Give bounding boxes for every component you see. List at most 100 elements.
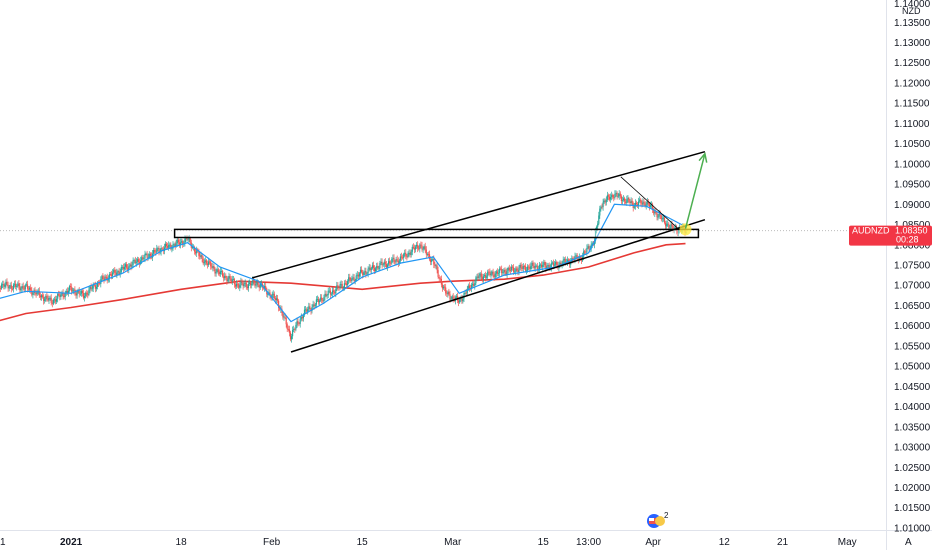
candle-body (350, 279, 351, 281)
candle-body (293, 329, 294, 330)
candle-body (314, 304, 315, 306)
candle-body (81, 291, 82, 294)
candle-body (8, 285, 9, 289)
candle-body (588, 246, 589, 249)
candle-body (25, 285, 26, 289)
candle-body (238, 284, 239, 287)
candle-body (391, 259, 392, 263)
candle-body (153, 250, 154, 254)
candle-body (145, 254, 146, 255)
candle-body (234, 279, 235, 284)
candle-body (379, 263, 380, 268)
candle-body (434, 264, 435, 266)
candle-body (524, 266, 525, 267)
candle-body (181, 241, 182, 242)
candle-body (412, 247, 413, 252)
candle-body (541, 265, 542, 268)
candle-body (491, 272, 492, 274)
candle-body (222, 271, 223, 276)
candle-body (131, 265, 132, 266)
candle-body (649, 204, 650, 207)
candle-body (458, 301, 459, 303)
candle-body (451, 299, 452, 300)
candle-body (231, 279, 232, 282)
candle-body (615, 193, 616, 194)
candle-body (168, 245, 169, 248)
candle-body (225, 276, 226, 278)
candle-body (9, 287, 10, 289)
candle-body (513, 268, 514, 272)
candle-body (209, 262, 210, 263)
candle-body (137, 259, 138, 262)
candle-body (59, 295, 60, 297)
candle-body (288, 329, 289, 330)
y-tick-label: 1.09500 (894, 180, 931, 191)
candle-body (210, 262, 211, 267)
candle-body (449, 294, 450, 299)
candle-body (359, 273, 360, 276)
candle-body (64, 296, 65, 297)
candle-body (6, 282, 7, 285)
candle-body (606, 200, 607, 203)
candle-body (327, 295, 328, 296)
candle-body (634, 206, 635, 208)
candle-body (344, 283, 345, 287)
candle-body (285, 317, 286, 318)
candle-body (619, 194, 620, 197)
candle-body (206, 260, 207, 263)
candle-body (481, 274, 482, 278)
x-tick-label: 15 (357, 537, 369, 548)
candle-body (419, 245, 420, 250)
candle-body (133, 260, 134, 265)
candle-body (416, 245, 417, 247)
candle-body (149, 254, 150, 257)
candle-body (82, 291, 83, 293)
candle-body (373, 265, 374, 268)
candle-body (95, 285, 96, 289)
candle-body (540, 265, 541, 266)
auto-scale-button[interactable]: A (905, 537, 912, 548)
candle-body (23, 286, 24, 289)
candle-body (410, 253, 411, 255)
candle-body (544, 262, 545, 265)
candle-body (295, 325, 296, 330)
y-tick-label: 1.07000 (894, 281, 931, 292)
candle-body (232, 279, 233, 281)
candle-body (397, 259, 398, 260)
candle-body (324, 294, 325, 297)
candle-body (207, 264, 208, 265)
candle-body (468, 286, 469, 289)
candle-body (352, 277, 353, 278)
candle-body (148, 257, 149, 258)
candle-body (489, 272, 490, 275)
candle-body (665, 223, 666, 227)
candle-body (459, 299, 460, 303)
candle-body (656, 213, 657, 217)
candle-body (431, 259, 432, 262)
candle-body (435, 265, 436, 266)
candle-body (30, 288, 31, 291)
price-tag[interactable]: AUDNZD 1.08350 00:28 (849, 226, 932, 246)
candle-body (122, 267, 123, 268)
price-scale[interactable]: 1.135001.130001.125001.120001.115001.110… (894, 18, 931, 535)
candle-body (543, 262, 544, 265)
candle-body (501, 269, 502, 273)
candle-body (40, 296, 41, 298)
candle-body (531, 263, 532, 266)
candle-body (162, 248, 163, 249)
candle-body (477, 277, 478, 278)
candle-body (525, 266, 526, 270)
candle-body (620, 194, 621, 197)
candle-body (636, 203, 637, 204)
candle-body (487, 272, 488, 277)
candle-body (11, 285, 12, 288)
candle-body (307, 309, 308, 312)
candle-body (624, 198, 625, 201)
candle-body (322, 300, 323, 302)
candle-body (254, 282, 255, 286)
candle-body (5, 282, 6, 285)
candle-body (42, 295, 43, 297)
